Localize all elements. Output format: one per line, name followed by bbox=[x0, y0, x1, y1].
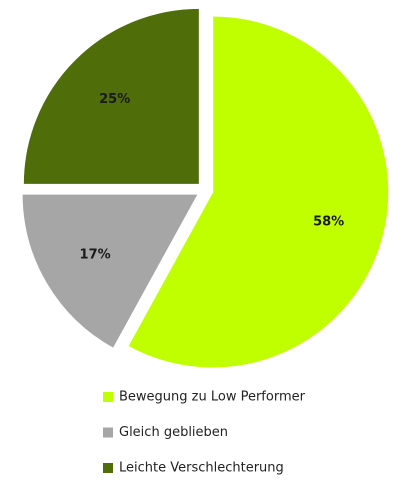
data-label: 58% bbox=[313, 214, 344, 229]
legend-swatch bbox=[103, 392, 113, 402]
pie-slice bbox=[22, 7, 200, 185]
pie-slice bbox=[21, 193, 199, 349]
legend-swatch bbox=[103, 463, 113, 473]
legend-swatch bbox=[103, 427, 113, 438]
legend-label: Bewegung zu Low Performer bbox=[119, 390, 306, 405]
data-label: 25% bbox=[99, 92, 130, 107]
pie-slice bbox=[127, 15, 390, 369]
legend-label: Gleich geblieben bbox=[119, 425, 228, 440]
legend-label: Leichte Verschlechterung bbox=[119, 461, 284, 476]
data-label: 17% bbox=[80, 247, 111, 262]
